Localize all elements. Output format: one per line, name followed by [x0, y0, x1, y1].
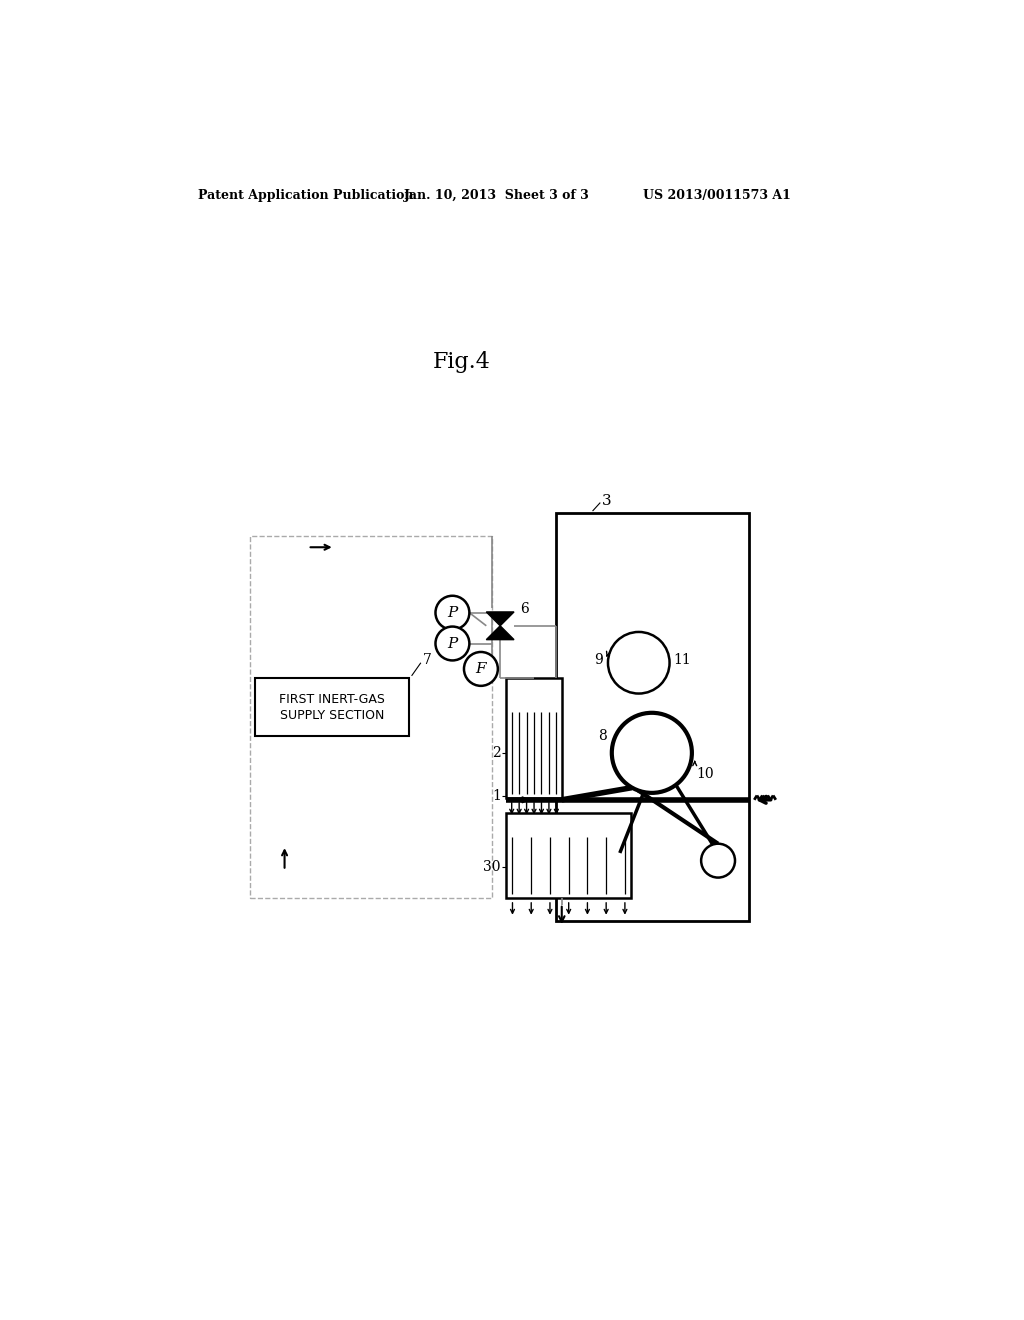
- Text: 1: 1: [493, 789, 501, 803]
- Text: Patent Application Publication: Patent Application Publication: [199, 189, 414, 202]
- Text: P: P: [447, 636, 458, 651]
- Text: 30: 30: [483, 859, 501, 874]
- Bar: [255, 678, 410, 737]
- Bar: [556, 512, 749, 921]
- Circle shape: [701, 843, 735, 878]
- Circle shape: [464, 652, 498, 686]
- Text: Fig.4: Fig.4: [433, 351, 490, 374]
- Circle shape: [608, 632, 670, 693]
- Text: 8: 8: [598, 729, 607, 743]
- Text: 7: 7: [423, 653, 432, 668]
- Bar: [506, 813, 631, 898]
- Text: US 2013/0011573 A1: US 2013/0011573 A1: [643, 189, 791, 202]
- Polygon shape: [486, 612, 514, 626]
- Text: 6: 6: [520, 602, 529, 616]
- Text: 9: 9: [595, 653, 603, 668]
- Text: 11: 11: [674, 653, 691, 668]
- Text: F: F: [475, 661, 486, 676]
- Polygon shape: [486, 626, 514, 640]
- Circle shape: [435, 595, 469, 630]
- Circle shape: [611, 713, 692, 793]
- Text: Jan. 10, 2013  Sheet 3 of 3: Jan. 10, 2013 Sheet 3 of 3: [403, 189, 590, 202]
- Text: P: P: [447, 606, 458, 619]
- Text: SUPPLY SECTION: SUPPLY SECTION: [281, 709, 384, 722]
- Circle shape: [435, 627, 469, 660]
- Text: 3: 3: [602, 494, 611, 508]
- Text: 2: 2: [493, 746, 501, 760]
- Bar: [250, 536, 493, 898]
- Text: 10: 10: [696, 767, 714, 781]
- Text: FIRST INERT-GAS: FIRST INERT-GAS: [280, 693, 385, 706]
- Bar: [506, 678, 562, 797]
